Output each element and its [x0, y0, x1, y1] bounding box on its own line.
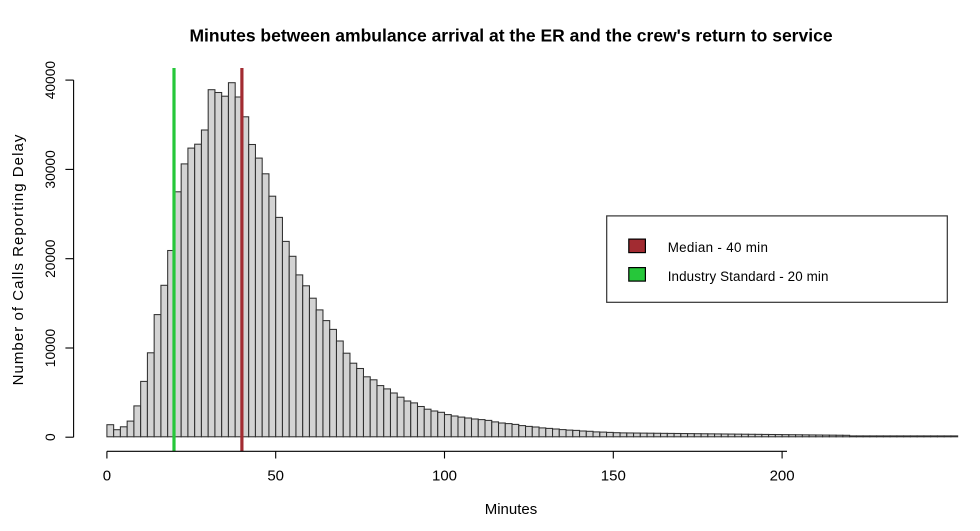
svg-text:150: 150: [601, 468, 626, 485]
svg-text:0: 0: [43, 433, 58, 441]
svg-text:40000: 40000: [43, 61, 58, 100]
svg-text:Industry Standard - 20 min: Industry Standard - 20 min: [668, 269, 829, 284]
svg-text:20000: 20000: [43, 239, 58, 278]
svg-text:Median - 40 min: Median - 40 min: [668, 240, 769, 255]
svg-text:100: 100: [432, 468, 457, 485]
svg-text:Minutes between ambulance arri: Minutes between ambulance arrival at the…: [189, 26, 832, 46]
svg-text:Number of Calls Reporting Dela: Number of Calls Reporting Delay: [10, 134, 27, 386]
svg-text:30000: 30000: [43, 150, 58, 189]
svg-text:50: 50: [267, 468, 284, 485]
svg-text:200: 200: [770, 468, 795, 485]
svg-text:0: 0: [103, 468, 111, 485]
svg-text:Minutes: Minutes: [485, 501, 538, 518]
svg-text:10000: 10000: [43, 328, 58, 367]
